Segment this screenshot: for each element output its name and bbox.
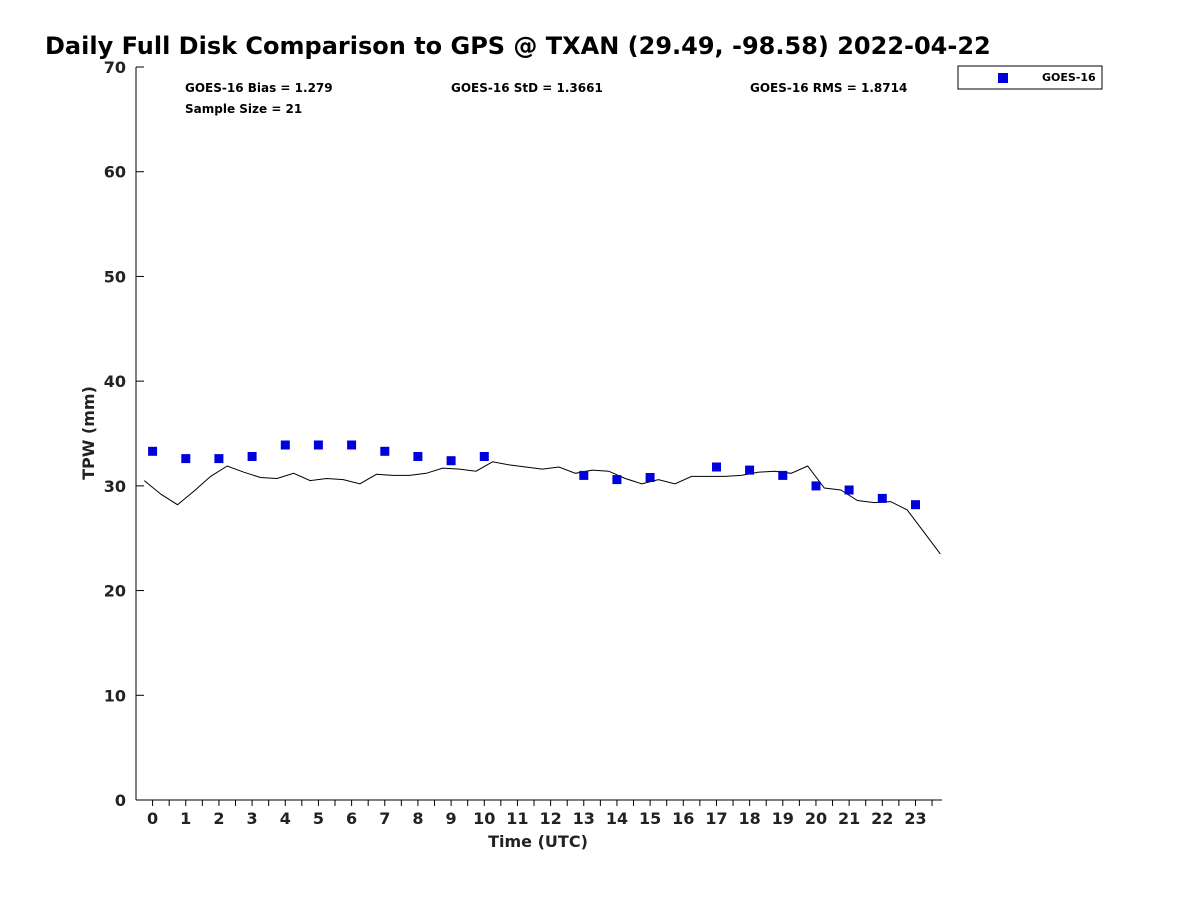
legend-marker-goes-16: [998, 73, 1008, 83]
goes-16-point: [479, 452, 489, 461]
y-tick-label: 20: [104, 582, 126, 601]
x-axis-ticks: 0 1 2 3 4 5 6 7 8 9 10 11 12 13 14 15 16 17 18 19 20 21 22 23: [147, 800, 933, 828]
y-tick-label: 60: [104, 163, 126, 182]
axes: [135, 67, 942, 801]
x-tick-label: 18: [738, 809, 760, 828]
goes-16-point: [712, 462, 721, 472]
y-tick-label: 10: [104, 686, 126, 705]
goes-16-point: [181, 454, 191, 464]
goes-16-point: [280, 440, 290, 450]
x-tick-label: 16: [672, 809, 694, 828]
y-axis-ticks: 0 10 20 30 40 50 60 70: [104, 58, 144, 810]
chart-title: Daily Full Disk Comparison to GPS @ TXAN…: [45, 32, 991, 60]
x-tick-label: 5: [313, 809, 324, 828]
goes-16-point: [247, 452, 257, 461]
x-tick-label: 13: [573, 809, 595, 828]
stat-rms: GOES-16 RMS = 1.8714: [750, 81, 907, 95]
x-tick-label: 7: [379, 809, 390, 828]
goes-16-series: [148, 440, 920, 510]
goes-16-point: [413, 452, 423, 461]
goes-16-point: [214, 454, 224, 464]
stat-std: GOES-16 StD = 1.3661: [451, 81, 603, 95]
goes-16-point: [877, 493, 887, 503]
goes-16-point: [347, 440, 357, 450]
x-tick-label: 17: [705, 809, 727, 828]
gps-line: [143, 461, 941, 555]
x-tick-label: 2: [213, 809, 224, 828]
x-tick-label: 4: [280, 809, 291, 828]
x-tick-label: 10: [473, 809, 495, 828]
legend: GOES-16: [957, 65, 1103, 90]
x-axis-label: Time (UTC): [488, 832, 588, 851]
legend-box: [957, 65, 1103, 90]
goes-16-point: [579, 470, 589, 480]
y-tick-label: 0: [115, 791, 126, 810]
legend-label-goes-16: GOES-16: [1042, 71, 1096, 84]
x-tick-label: 8: [412, 809, 423, 828]
x-tick-label: 11: [506, 809, 528, 828]
goes-16-point: [745, 465, 755, 475]
x-tick-label: 20: [805, 809, 827, 828]
y-tick-label: 40: [104, 372, 126, 391]
x-tick-label: 15: [639, 809, 661, 828]
x-tick-label: 1: [180, 809, 191, 828]
x-tick-label: 3: [247, 809, 258, 828]
x-tick-label: 23: [904, 809, 926, 828]
stat-bias: GOES-16 Bias = 1.279: [185, 81, 333, 95]
x-tick-label: 22: [871, 809, 893, 828]
goes-16-point: [380, 446, 390, 456]
y-axis-label: TPW (mm): [79, 386, 98, 480]
goes-16-point: [446, 456, 456, 466]
x-tick-label: 21: [838, 809, 860, 828]
x-tick-label: 6: [346, 809, 357, 828]
stat-sample-size: Sample Size = 21: [185, 102, 302, 116]
goes-16-point: [811, 481, 821, 491]
goes-16-point: [844, 485, 854, 495]
x-tick-label: 14: [606, 809, 628, 828]
x-tick-label: 19: [772, 809, 794, 828]
y-tick-label: 50: [104, 267, 126, 286]
goes-16-point: [911, 500, 920, 510]
y-tick-label: 30: [104, 477, 126, 496]
goes-16-point: [612, 475, 622, 485]
gps-line-series: [143, 461, 941, 555]
goes-16-point: [148, 446, 158, 456]
x-tick-label: 0: [147, 809, 158, 828]
goes-16-point: [313, 440, 323, 450]
goes-16-point: [778, 470, 788, 480]
x-tick-label: 12: [539, 809, 561, 828]
goes-16-point: [645, 473, 655, 482]
y-tick-label: 70: [104, 58, 126, 77]
x-tick-label: 9: [446, 809, 457, 828]
